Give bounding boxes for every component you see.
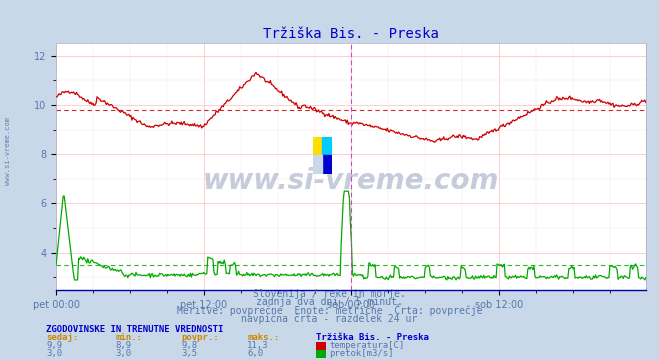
Text: pretok[m3/s]: pretok[m3/s] (330, 350, 394, 359)
Text: temperatura[C]: temperatura[C] (330, 341, 405, 350)
Text: www.si-vreme.com: www.si-vreme.com (203, 167, 499, 195)
Text: min.:: min.: (115, 333, 142, 342)
Text: 11,3: 11,3 (247, 341, 269, 350)
Text: Slovenija / reke in morje.: Slovenija / reke in morje. (253, 289, 406, 299)
Text: povpr.:: povpr.: (181, 333, 219, 342)
Text: 3,0: 3,0 (115, 350, 131, 359)
Title: Tržiška Bis. - Preska: Tržiška Bis. - Preska (263, 27, 439, 41)
Text: maks.:: maks.: (247, 333, 279, 342)
Text: Meritve: povprečne  Enote: metrične  Črta: povprečje: Meritve: povprečne Enote: metrične Črta:… (177, 303, 482, 316)
Text: zadnja dva dni / 5 minut.: zadnja dva dni / 5 minut. (256, 297, 403, 307)
Text: 6,0: 6,0 (247, 350, 263, 359)
Text: navpična črta - razdelek 24 ur: navpična črta - razdelek 24 ur (241, 313, 418, 324)
Text: sedaj:: sedaj: (46, 333, 78, 342)
Text: Tržiška Bis. - Preska: Tržiška Bis. - Preska (316, 333, 429, 342)
Text: 8,9: 8,9 (115, 341, 131, 350)
Text: ZGODOVINSKE IN TRENUTNE VREDNOSTI: ZGODOVINSKE IN TRENUTNE VREDNOSTI (46, 325, 223, 334)
Text: www.si-vreme.com: www.si-vreme.com (5, 117, 11, 185)
Text: 3,5: 3,5 (181, 350, 197, 359)
Text: 9,9: 9,9 (46, 341, 62, 350)
Text: 9,8: 9,8 (181, 341, 197, 350)
Text: 3,0: 3,0 (46, 350, 62, 359)
